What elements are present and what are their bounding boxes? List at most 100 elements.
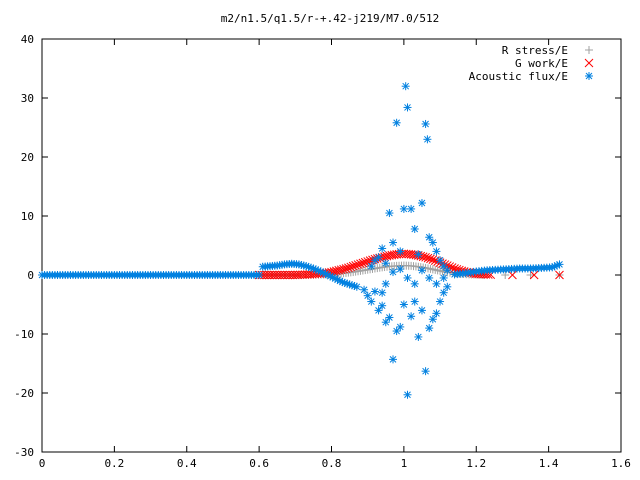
- x-tick-label: 0.4: [177, 457, 197, 470]
- x-tick-label: 1: [401, 457, 408, 470]
- data-point: [501, 271, 510, 279]
- data-point: [407, 312, 416, 321]
- y-tick-label: 40: [21, 33, 34, 46]
- data-point: [436, 256, 445, 265]
- data-point: [428, 238, 437, 247]
- data-point: [417, 266, 426, 275]
- data-point: [381, 318, 390, 327]
- data-point: [443, 282, 452, 291]
- chart-title: m2/n1.5/q1.5/r-+.42-j219/M7.0/512: [221, 12, 440, 25]
- data-point: [358, 258, 368, 268]
- data-point: [414, 250, 423, 259]
- data-point: [423, 135, 432, 144]
- data-point: [555, 270, 564, 280]
- data-point: [555, 260, 564, 269]
- data-point: [436, 297, 445, 306]
- data-point: [381, 259, 390, 268]
- plot-frame: [41, 38, 622, 453]
- x-tick-label: 0.6: [249, 457, 269, 470]
- y-tick-label: -10: [14, 328, 34, 341]
- data-point: [351, 261, 360, 270]
- data-point: [360, 257, 370, 267]
- data-point: [396, 247, 405, 256]
- data-point: [341, 264, 351, 273]
- data-point: [346, 262, 356, 272]
- data-point: [389, 355, 398, 364]
- data-point: [529, 270, 539, 280]
- data-point: [410, 279, 419, 288]
- y-tick-label: -20: [14, 387, 34, 400]
- data-point: [339, 264, 348, 274]
- x-tick-label: 1.4: [539, 457, 559, 470]
- data-point: [432, 279, 441, 288]
- data-point: [403, 390, 412, 399]
- data-point: [378, 288, 387, 297]
- y-tick-label: 0: [27, 269, 34, 282]
- y-tick-label: -30: [14, 446, 34, 459]
- legend-label: R stress/E: [502, 44, 568, 57]
- data-point: [255, 271, 264, 279]
- data-point: [439, 273, 448, 282]
- data-point: [374, 306, 383, 315]
- data-point: [425, 233, 434, 242]
- data-point: [381, 279, 390, 288]
- x-tick-label: 0: [39, 457, 46, 470]
- data-point: [407, 204, 416, 213]
- data-point: [374, 253, 383, 262]
- data-point: [396, 322, 405, 331]
- data-point: [363, 291, 372, 300]
- legend-label: G work/E: [515, 57, 568, 70]
- y-tick-label: 10: [21, 210, 34, 223]
- x-tick-label: 1.6: [611, 457, 631, 470]
- data-point: [417, 199, 426, 208]
- data-point: [425, 273, 434, 282]
- data-point: [414, 332, 423, 341]
- data-point: [392, 118, 401, 127]
- data-point: [367, 262, 376, 271]
- data-point: [403, 103, 412, 112]
- data-point: [389, 268, 398, 277]
- data-point: [439, 288, 448, 297]
- data-point: [426, 254, 435, 264]
- legend-label: Acoustic flux/E: [469, 70, 568, 83]
- data-point: [410, 224, 419, 233]
- data-point: [421, 252, 430, 262]
- legend-marker: [585, 46, 593, 54]
- data-point: [385, 209, 394, 218]
- data-point: [421, 119, 430, 128]
- y-tick-label: 30: [21, 92, 34, 105]
- data-point: [423, 253, 433, 263]
- x-tick-label: 0.2: [104, 457, 124, 470]
- axis-ticks: 0 0.2 0.4 0.6 0.8 1 1.2 1.4 1.6 -30 -20 -10 0 10 20 30 4…: [14, 33, 631, 470]
- legend-marker: [584, 58, 594, 68]
- data-point: [428, 255, 438, 265]
- x-tick-label: 1.2: [466, 457, 486, 470]
- data-point: [432, 309, 441, 318]
- data-point: [403, 273, 412, 282]
- data-point: [428, 315, 437, 324]
- data-point: [356, 259, 365, 269]
- data-point: [360, 285, 369, 294]
- data-point: [353, 260, 363, 269]
- data-point: [367, 297, 376, 306]
- data-point: [344, 263, 353, 273]
- data-point: [389, 238, 398, 247]
- data-point: [401, 82, 410, 91]
- data-marks: [38, 82, 564, 399]
- data-point: [370, 287, 379, 296]
- data-point: [352, 282, 361, 291]
- data-point: [410, 297, 419, 306]
- data-point: [399, 300, 408, 309]
- data-point: [378, 301, 387, 310]
- data-point: [425, 324, 434, 333]
- data-point: [508, 270, 517, 280]
- data-point: [399, 204, 408, 213]
- data-point: [432, 247, 441, 256]
- data-point: [443, 266, 452, 275]
- data-point: [417, 306, 426, 315]
- data-point: [348, 261, 358, 271]
- legend-marker: [585, 72, 593, 80]
- data-point: [378, 244, 387, 253]
